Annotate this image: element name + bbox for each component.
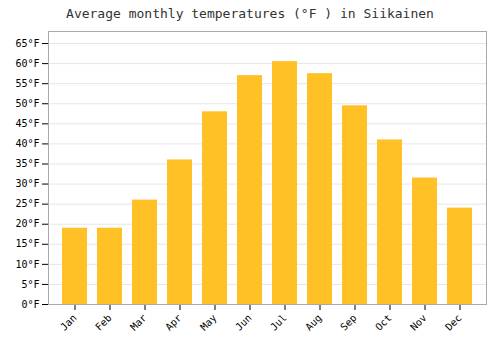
svg-text:10°F: 10°F (15, 259, 39, 270)
svg-text:50°F: 50°F (15, 98, 39, 109)
svg-text:25°F: 25°F (15, 198, 39, 209)
svg-text:65°F: 65°F (15, 38, 39, 49)
html-text:Average monthly temperatures (: Average monthly temperatures (°F ) in Si… (66, 6, 434, 21)
svg-text:35°F: 35°F (15, 158, 39, 169)
svg-text:15°F: 15°F (15, 238, 39, 249)
svg-text:Aug: Aug (303, 312, 324, 333)
svg-text:Feb: Feb (93, 312, 114, 333)
svg-text:May: May (198, 312, 219, 333)
svg-text:20°F: 20°F (15, 218, 39, 229)
svg-text:0°F: 0°F (21, 299, 39, 310)
svg-text:45°F: 45°F (15, 118, 39, 129)
svg-text:60°F: 60°F (15, 58, 39, 69)
svg-text:Sep: Sep (338, 312, 359, 333)
svg-text:Jul: Jul (268, 312, 289, 333)
svg-text:Dec: Dec (443, 312, 464, 333)
svg-text:Jun: Jun (233, 312, 254, 333)
svg-text:40°F: 40°F (15, 138, 39, 149)
svg-text:55°F: 55°F (15, 78, 39, 89)
svg-text:Jan: Jan (58, 312, 79, 333)
svg-text:30°F: 30°F (15, 178, 39, 189)
svg-text:5°F: 5°F (21, 279, 39, 290)
svg-text:Oct: Oct (373, 312, 394, 333)
svg-text:Apr: Apr (163, 312, 184, 333)
svg-text:Mar: Mar (128, 312, 149, 333)
svg-text:Nov: Nov (408, 312, 429, 333)
